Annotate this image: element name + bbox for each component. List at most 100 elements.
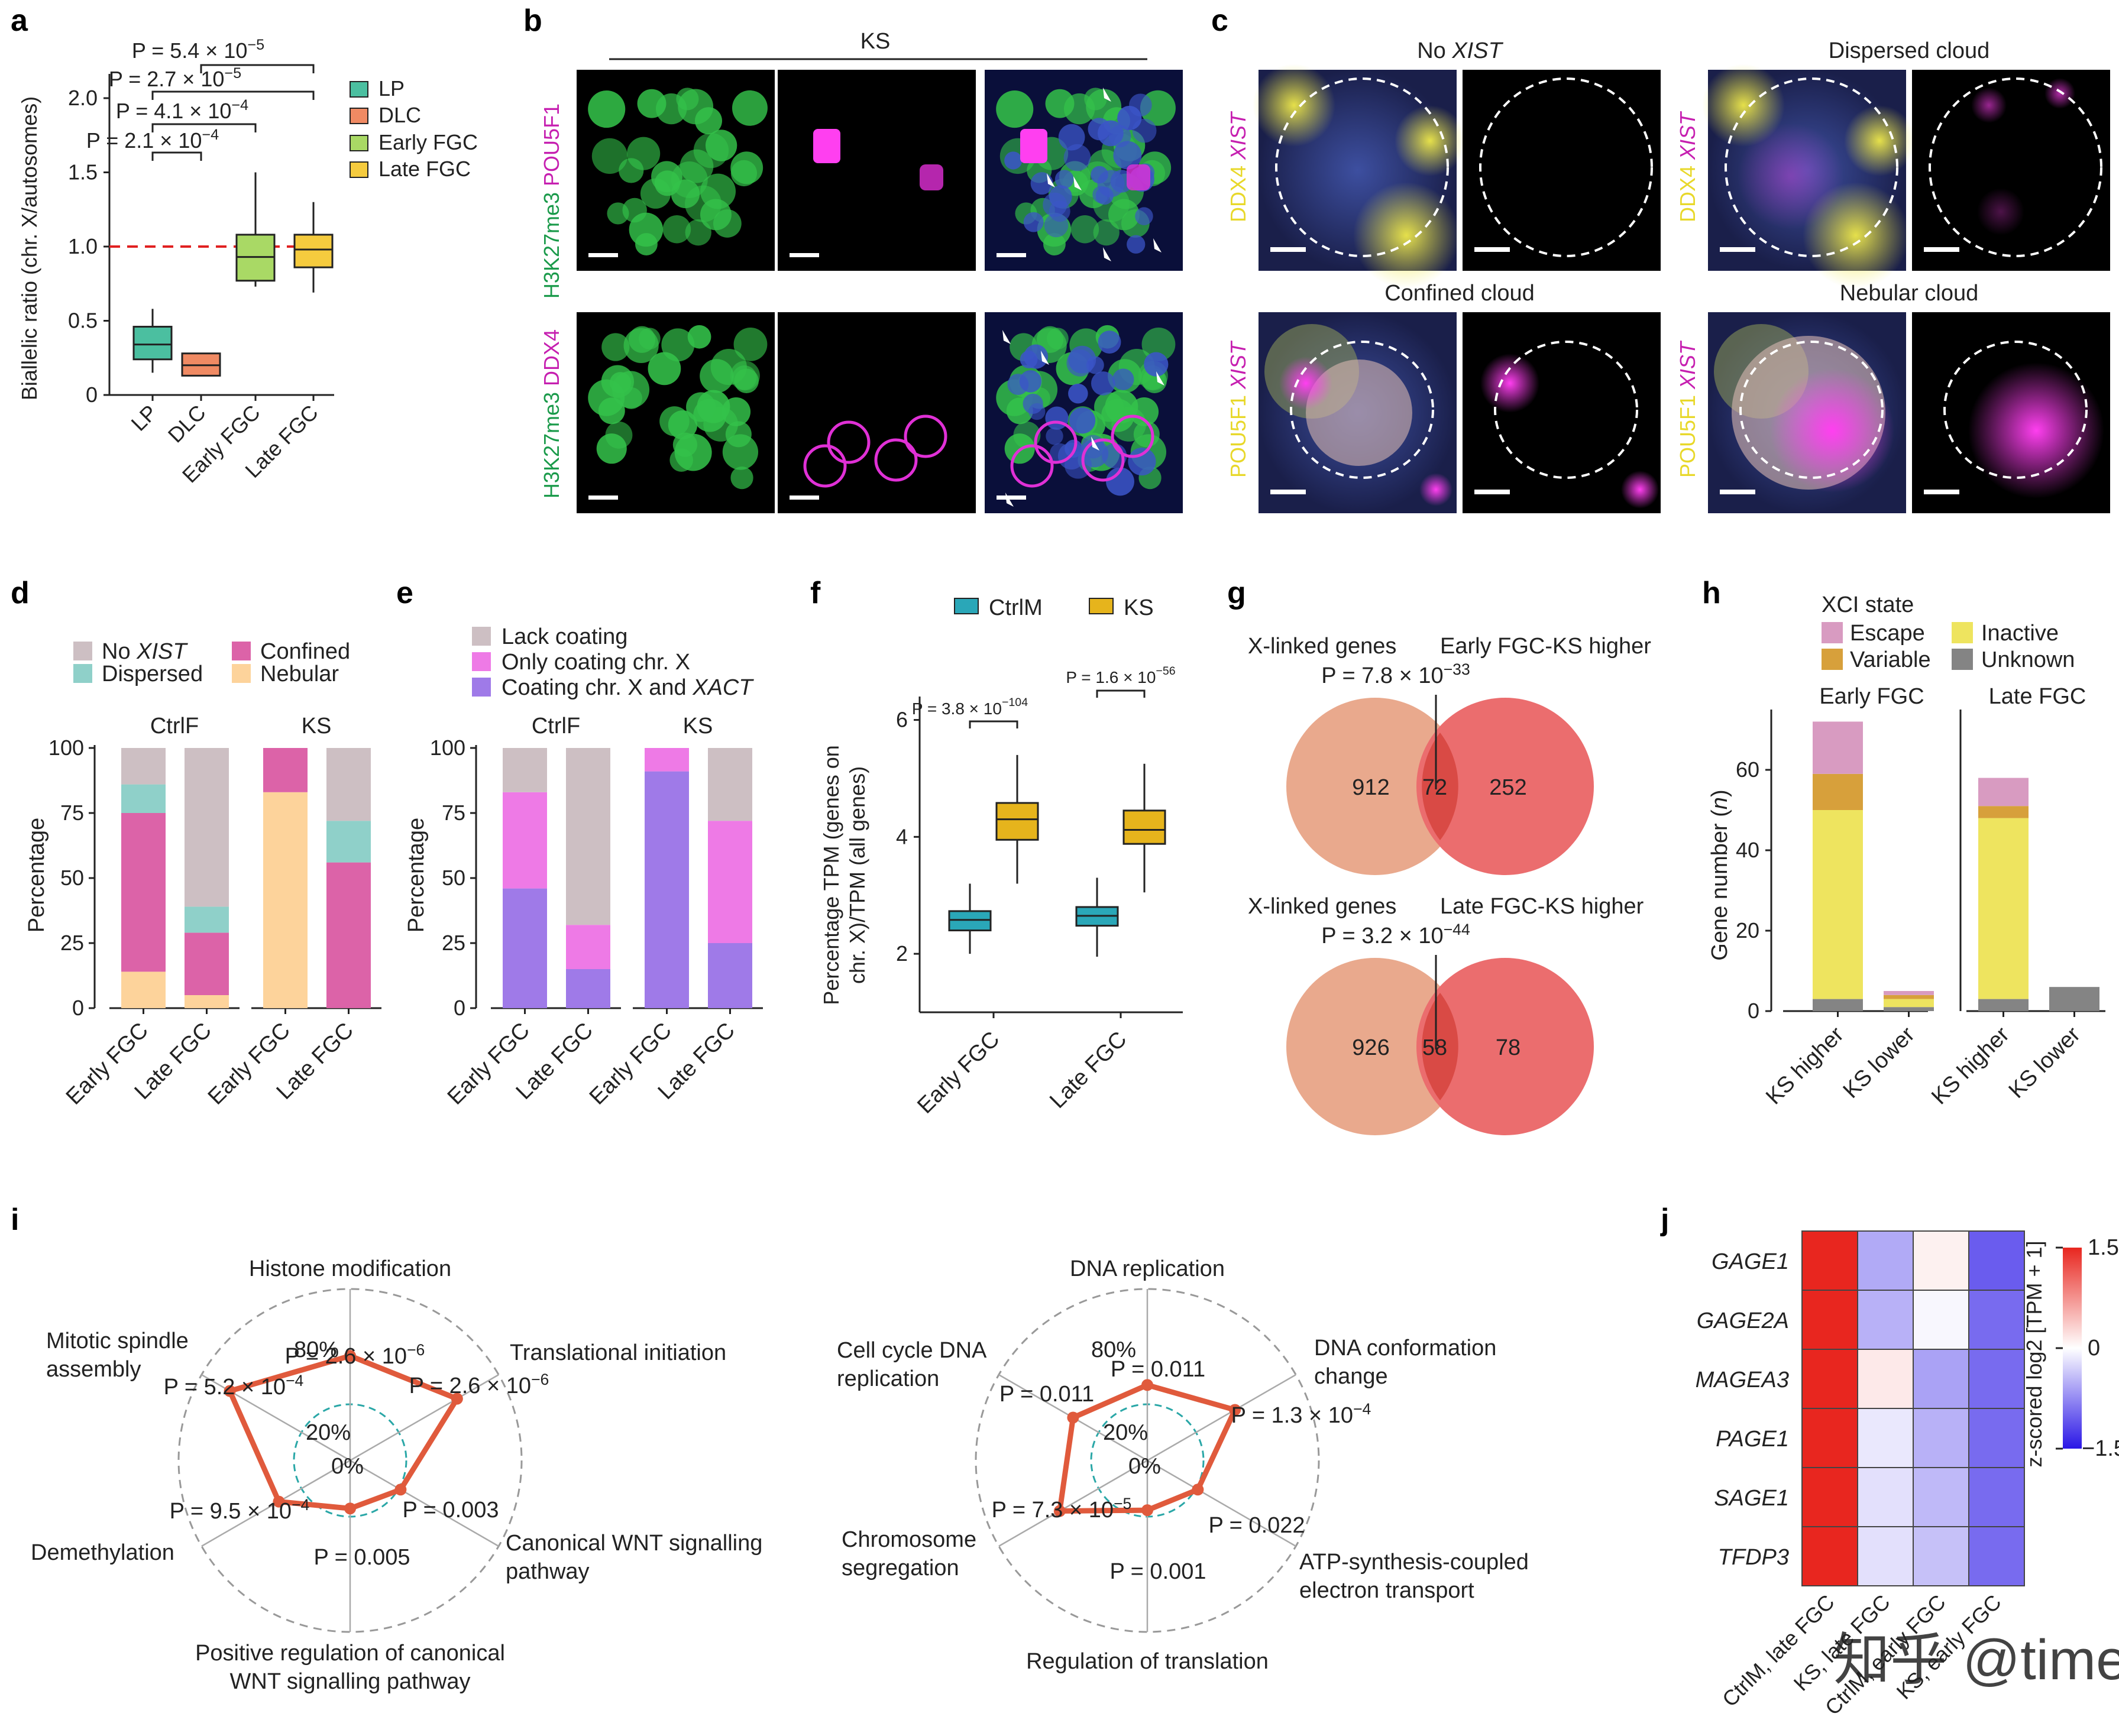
radar-p-value: P = 5.2 × 10−4 — [164, 1372, 304, 1400]
micrograph-side-label: DDX4XIST — [1226, 111, 1250, 222]
cell — [1091, 371, 1115, 396]
magenta-cell — [1020, 129, 1047, 163]
micrograph-group-c-3: Confined cloud POU5F1XIST — [1226, 281, 1661, 513]
venn-p-value: P = 3.2 × 10−44 — [1321, 921, 1470, 948]
panel-label-j: j — [1660, 1203, 1669, 1237]
p-value-label: P = 1.6 × 10−56 — [1066, 665, 1175, 686]
radar-spoke — [350, 1459, 499, 1547]
legend-lack-coating: Lack coating — [502, 624, 627, 649]
box-lp — [132, 326, 173, 361]
scale-bar — [1924, 247, 1959, 252]
x-tick-label: KS higher — [1761, 1022, 1849, 1109]
radar-point-6 — [224, 1385, 236, 1397]
micrograph-b-r1-c2 — [778, 70, 976, 271]
micrograph-b-r1-c3 — [985, 70, 1183, 271]
heatmap-cell — [1913, 1349, 1969, 1409]
y-tick-label: 0 — [1748, 999, 1759, 1023]
bar-segment-unknown — [1884, 1007, 1934, 1011]
cell — [1141, 327, 1176, 361]
y-tick-label: 2.0 — [68, 86, 98, 110]
heatmap-cell — [1857, 1526, 1914, 1586]
radar-axis-label: DNA replication — [1070, 1256, 1225, 1281]
micrograph-xist — [1463, 70, 1661, 271]
facet-label: Late FGC — [1989, 684, 2086, 709]
magenta-cell — [904, 414, 947, 458]
legend-only-coating: Only coating chr. X — [502, 650, 690, 675]
bar-segment-inactive — [1884, 999, 1934, 1008]
cell — [1046, 427, 1063, 445]
xist-signal — [2044, 78, 2075, 109]
bar-segment-confined — [263, 748, 308, 792]
y-tick-label: 0 — [86, 383, 98, 407]
significance-bracket — [1096, 689, 1146, 698]
radar-outer-ring — [177, 1288, 523, 1633]
xist-signal — [1279, 357, 1332, 410]
legend-dispersed: Dispersed — [102, 662, 203, 686]
cell — [640, 178, 671, 209]
radar-axis-label: replication — [837, 1366, 939, 1391]
radar-ring-label: 20% — [1103, 1420, 1148, 1445]
bar-segment-coating-chr-x-and-xact — [566, 969, 610, 1008]
radar-axis-label: DNA conformation — [1314, 1336, 1496, 1361]
scale-bar — [1720, 490, 1755, 494]
cell — [678, 89, 714, 125]
cell — [1094, 392, 1124, 422]
group-label: CtrlF — [532, 714, 580, 739]
bar-segment-nebular — [263, 792, 308, 1008]
cell — [588, 90, 626, 128]
xist-signal — [1621, 471, 1659, 509]
x-tick-label: KS higher — [1927, 1022, 2014, 1109]
bar-segment-lack-coating — [708, 748, 752, 821]
x-tick-label: Early FGC — [913, 1027, 1004, 1119]
heatmap-cell — [1857, 1230, 1914, 1291]
radar-point-2 — [451, 1392, 463, 1405]
cell — [1086, 356, 1104, 374]
x-tick-label: KS lower — [1839, 1022, 1920, 1103]
scale-bar — [1924, 490, 1959, 494]
xist-signal — [1770, 368, 1894, 493]
heatmap-row-label: GAGE2A — [1697, 1309, 1789, 1333]
panel-b-title: KS — [860, 29, 891, 54]
colorbar — [2063, 1248, 2082, 1449]
arrowhead — [1091, 436, 1099, 451]
legend-no-xist: No XIST — [102, 639, 188, 664]
heatmap-row-label: MAGEA3 — [1696, 1368, 1789, 1392]
heatmap-cell — [1857, 1467, 1914, 1527]
radar-ring-label: 0% — [331, 1454, 364, 1479]
bar-segment-unknown — [1978, 999, 2029, 1011]
y-tick-label: 1.0 — [68, 234, 98, 258]
radar-axis-label: change — [1314, 1364, 1388, 1389]
radar-point-5 — [1053, 1505, 1066, 1517]
panel-b-row1-label: H3K27me3POU5F1 — [539, 103, 564, 299]
panel-label-c: c — [1211, 4, 1228, 38]
cell — [1046, 328, 1069, 350]
arrowhead — [1073, 176, 1082, 190]
nucleus-outline — [1739, 341, 1884, 479]
heatmap-cell — [1968, 1349, 2025, 1409]
heatmap-cell — [1968, 1290, 2025, 1350]
cell — [671, 161, 708, 199]
legend-variable: Variable — [1850, 647, 1931, 672]
bar-segment-only-coating-chr-x — [503, 792, 547, 889]
heatmap-cell — [1801, 1290, 1858, 1350]
cell — [659, 406, 690, 436]
legend-swatch-dispersed — [73, 664, 92, 683]
heatmap-cell — [1857, 1290, 1914, 1350]
cell — [635, 233, 658, 255]
scale-bar — [1474, 247, 1510, 252]
magenta-cell — [874, 438, 918, 482]
heatmap-cell — [1913, 1526, 1969, 1586]
heatmap-cell — [1968, 1408, 2025, 1468]
radar-p-value: P = 7.3 × 10−5 — [992, 1495, 1132, 1523]
bar-segment-variable — [1813, 773, 1863, 810]
legend-swatch-nebular — [232, 664, 251, 683]
panel-h-legend-title: XCI state — [1822, 592, 1914, 617]
cell — [1023, 212, 1044, 232]
arrowhead — [1153, 238, 1162, 252]
bar-segment-variable — [1884, 995, 1934, 999]
legend-xact: Coating chr. X and XACT — [502, 675, 754, 700]
panel-a-box-plot: Biallelic ratio (chr. X/autosomes) 0 0.5 1… — [17, 37, 478, 487]
ddx4-signal — [1253, 64, 1335, 147]
radar-p-value: P = 2.6 × 10−6 — [409, 1371, 549, 1398]
